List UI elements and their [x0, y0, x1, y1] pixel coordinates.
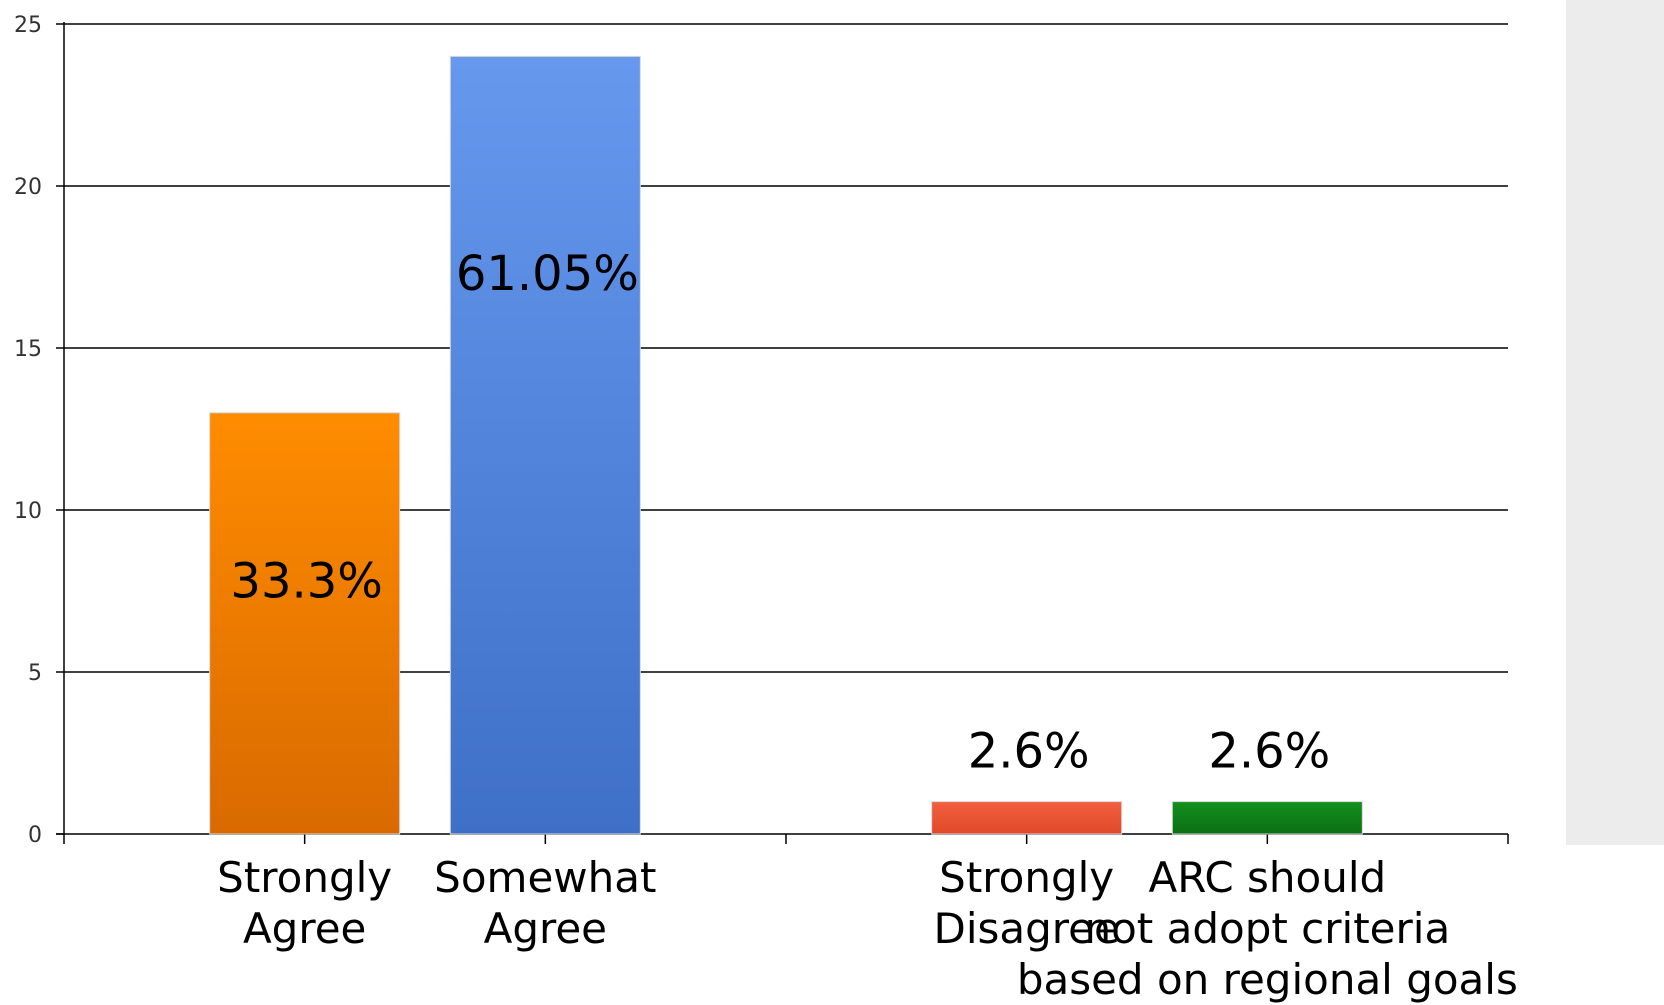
category-label: Strongly — [217, 853, 392, 902]
bar — [931, 801, 1123, 835]
bar — [1171, 801, 1363, 835]
y-tick-label: 20 — [14, 175, 42, 200]
category-label: Agree — [243, 904, 366, 953]
bar — [209, 412, 401, 835]
data-label: 33.3% — [230, 553, 382, 609]
y-tick-label: 10 — [14, 499, 42, 524]
data-label: 2.6% — [968, 724, 1090, 780]
labels: 33.3%StronglyAgree61.05%SomewhatAgree2.6… — [217, 246, 1518, 1004]
y-tick-label: 15 — [14, 337, 42, 362]
category-label: Agree — [484, 904, 607, 953]
category-label: Strongly — [939, 853, 1114, 902]
bar — [449, 55, 641, 835]
y-tick-label: 25 — [14, 13, 42, 38]
data-label: 61.05% — [456, 246, 639, 302]
category-label: Somewhat — [434, 853, 656, 902]
data-label: 2.6% — [1208, 724, 1330, 780]
category-label: ARC should — [1149, 853, 1387, 902]
y-tick-label: 0 — [28, 823, 42, 848]
category-label: not adopt criteria — [1084, 904, 1450, 953]
category-label: Disagree — [934, 904, 1120, 953]
legend-panel — [1566, 0, 1664, 845]
y-tick-label: 5 — [28, 661, 42, 686]
bars — [209, 55, 1363, 835]
category-label: based on regional goals — [1017, 955, 1518, 1004]
